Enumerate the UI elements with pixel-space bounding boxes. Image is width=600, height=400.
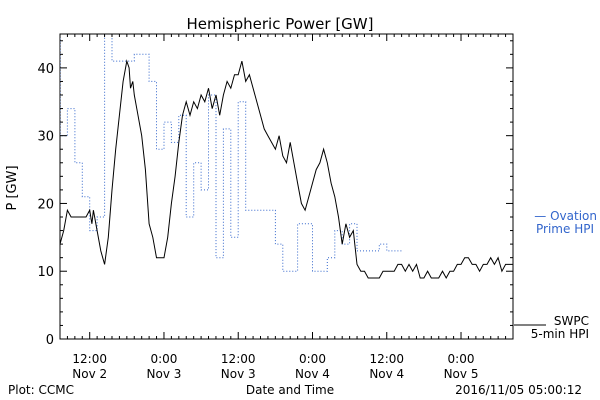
x-tick-label-date: Nov 2: [72, 367, 107, 381]
footer-timestamp: 2016/11/05 05:00:12: [455, 383, 582, 397]
y-axis-label: P [GW]: [5, 165, 20, 210]
y-tick-label: 10: [37, 265, 54, 280]
y-tick-label: 30: [37, 130, 54, 145]
x-tick-label-time: 0:00: [448, 352, 475, 366]
y-tick-label: 20: [37, 197, 54, 212]
plot-frame: [59, 33, 514, 340]
footer-plot-credit: Plot: CCMC: [8, 383, 74, 397]
x-tick-label-date: Nov 3: [221, 367, 256, 381]
x-tick-label-time: 12:00: [72, 352, 107, 366]
x-tick-label-time: 12:00: [369, 352, 404, 366]
x-tick-label-date: Nov 5: [444, 367, 479, 381]
series-line-ovation-prime: [60, 34, 402, 272]
x-tick-label-time: 0:00: [299, 352, 326, 366]
x-tick-label-time: 0:00: [150, 352, 177, 366]
series-line-swpc: [60, 59, 513, 280]
chart-title: Hemispheric Power [GW]: [187, 15, 374, 33]
x-tick-label-time: 12:00: [221, 352, 256, 366]
y-axis: 0 10 20 30 40: [37, 40, 513, 348]
legend-ovation-line2: Prime HPI: [536, 222, 594, 236]
x-axis-label: Date and Time: [246, 383, 334, 397]
x-tick-label-date: Nov 3: [147, 367, 182, 381]
legend-ovation-line1: — Ovation: [534, 209, 597, 223]
legend-swpc-line2: 5-min HPI: [531, 327, 589, 341]
x-tick-label-date: Nov 4: [295, 367, 330, 381]
series-layer: [60, 34, 513, 280]
legend-swpc-line1: SWPC: [554, 314, 589, 328]
x-tick-label-date: Nov 4: [369, 367, 404, 381]
y-tick-label: 0: [46, 333, 54, 348]
y-tick-label: 40: [37, 62, 54, 77]
